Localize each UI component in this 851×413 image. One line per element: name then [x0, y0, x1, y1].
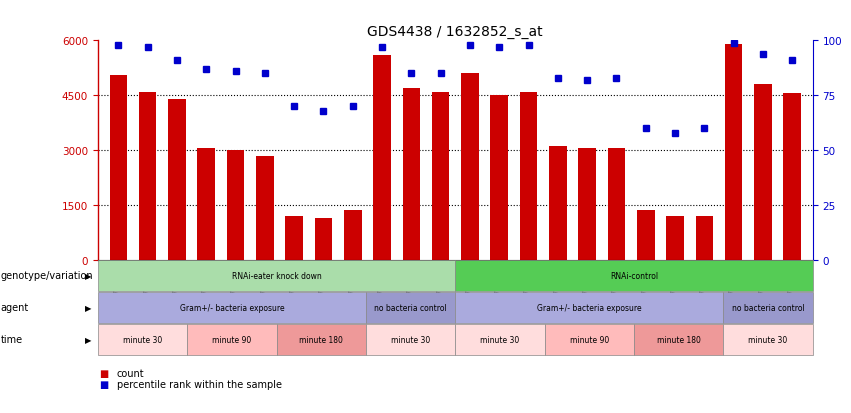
Text: RNAi-control: RNAi-control: [610, 271, 658, 280]
Text: minute 180: minute 180: [657, 335, 700, 344]
Bar: [461, 74, 479, 260]
Bar: [344, 211, 362, 260]
Text: genotype/variation: genotype/variation: [1, 271, 94, 281]
Text: no bacteria control: no bacteria control: [732, 303, 804, 312]
Text: minute 30: minute 30: [748, 335, 788, 344]
Text: ■: ■: [100, 368, 109, 378]
Bar: [197, 149, 215, 260]
Bar: [256, 156, 274, 260]
Bar: [374, 56, 391, 260]
Bar: [168, 100, 186, 260]
Text: ▶: ▶: [84, 271, 91, 280]
Text: Gram+/- bacteria exposure: Gram+/- bacteria exposure: [180, 303, 284, 312]
Text: minute 90: minute 90: [212, 335, 252, 344]
Text: agent: agent: [1, 302, 29, 313]
Bar: [666, 216, 684, 260]
Text: ▶: ▶: [84, 335, 91, 344]
Text: no bacteria control: no bacteria control: [374, 303, 447, 312]
Bar: [637, 211, 654, 260]
Bar: [549, 147, 567, 260]
Bar: [490, 96, 508, 260]
Text: minute 30: minute 30: [391, 335, 431, 344]
Bar: [285, 216, 303, 260]
Bar: [520, 93, 537, 260]
Text: Gram+/- bacteria exposure: Gram+/- bacteria exposure: [537, 303, 642, 312]
Bar: [695, 216, 713, 260]
Bar: [784, 94, 801, 260]
Bar: [754, 85, 772, 260]
Title: GDS4438 / 1632852_s_at: GDS4438 / 1632852_s_at: [368, 25, 543, 39]
Bar: [110, 76, 127, 260]
Bar: [139, 93, 157, 260]
Text: minute 180: minute 180: [300, 335, 343, 344]
Text: percentile rank within the sample: percentile rank within the sample: [117, 379, 282, 389]
Bar: [315, 218, 332, 260]
Bar: [579, 149, 596, 260]
Text: count: count: [117, 368, 144, 378]
Bar: [403, 89, 420, 260]
Text: minute 30: minute 30: [123, 335, 163, 344]
Text: RNAi-eater knock down: RNAi-eater knock down: [231, 271, 322, 280]
Bar: [608, 149, 625, 260]
Text: ■: ■: [100, 379, 109, 389]
Text: time: time: [1, 334, 23, 344]
Text: minute 30: minute 30: [480, 335, 520, 344]
Bar: [725, 45, 742, 260]
Text: ▶: ▶: [84, 303, 91, 312]
Text: minute 90: minute 90: [569, 335, 609, 344]
Bar: [431, 93, 449, 260]
Bar: [226, 151, 244, 260]
